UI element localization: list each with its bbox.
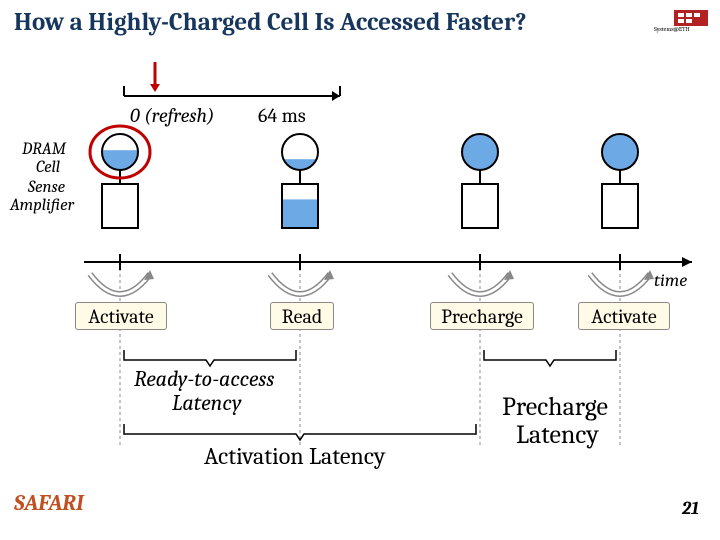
precharge-latency-label-1: Precharge (502, 392, 608, 422)
page-number: 21 (682, 498, 699, 519)
latency-braces (0, 0, 720, 470)
ready-to-access-label-2: Latency (172, 390, 242, 416)
activation-latency-label: Activation Latency (204, 442, 386, 470)
precharge-latency-label-2: Latency (516, 420, 599, 450)
safari-logo-text: SAFARI (14, 490, 84, 516)
ready-to-access-label-1: Ready-to-access (134, 366, 274, 392)
